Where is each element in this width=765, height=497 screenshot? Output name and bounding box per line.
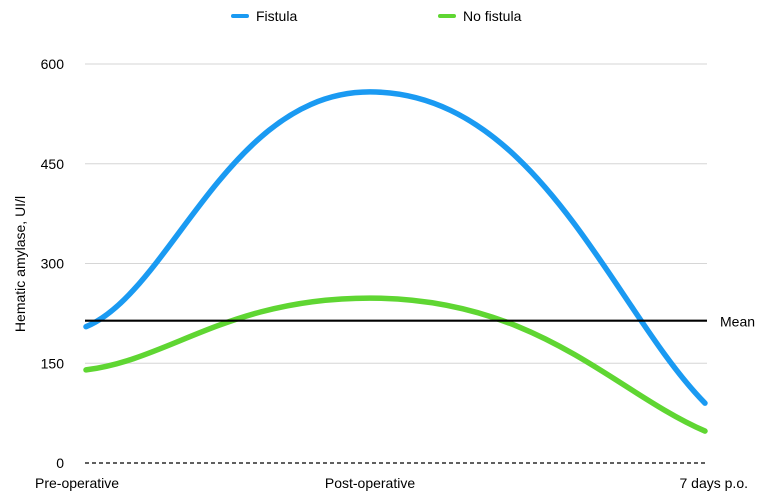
series-lines — [83, 89, 708, 434]
y-tick-label-450: 450 — [41, 156, 65, 172]
y-tick-label-300: 300 — [41, 256, 65, 272]
y-axis-title: Hematic amylase, UI/l — [12, 196, 28, 332]
mean-line-label: Mean — [720, 314, 755, 330]
y-tick-label-150: 150 — [41, 355, 65, 371]
gridlines — [85, 63, 707, 464]
mean-reference-line: Mean — [85, 314, 755, 330]
series-line-fistula — [83, 89, 708, 406]
x-tick-label-2: Post-operative — [325, 475, 415, 491]
x-tick-label-1: Pre-operative — [35, 475, 119, 491]
legend: Fistula No fistula — [231, 8, 522, 24]
y-tick-label-0: 0 — [56, 455, 64, 471]
legend-label-no-fistula: No fistula — [463, 8, 522, 24]
y-axis-ticks: 0 150 300 450 600 — [41, 56, 65, 471]
legend-label-fistula: Fistula — [256, 8, 297, 24]
series-line-no-fistula — [83, 295, 708, 434]
y-tick-label-600: 600 — [41, 56, 65, 72]
x-tick-label-3: 7 days p.o. — [680, 475, 749, 491]
x-axis-ticks: Pre-operative Post-operative 7 days p.o. — [35, 475, 748, 491]
